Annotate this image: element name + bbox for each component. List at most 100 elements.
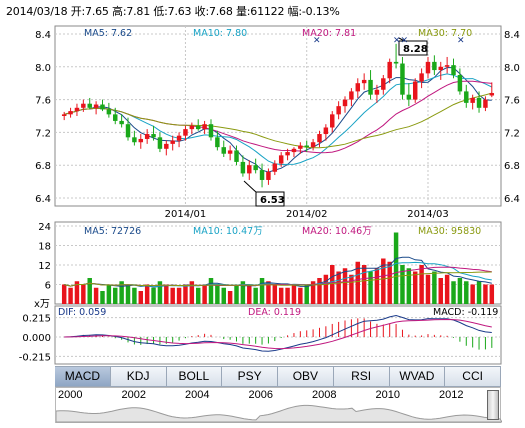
volume-bar — [240, 281, 246, 304]
volume-bar — [310, 281, 316, 304]
volume-bar — [176, 287, 182, 304]
volume-bar — [330, 265, 335, 304]
timeline-scrubber[interactable]: 2000 2002 2004 2006 2008 2010 2012 — [55, 387, 502, 423]
volume-ytick: 12 — [38, 261, 51, 272]
date-label: 2014/02 — [286, 209, 328, 220]
macd-panel-frame — [54, 305, 502, 365]
candle-body — [253, 165, 258, 171]
volume-bar — [285, 287, 290, 304]
volume-bar — [61, 284, 67, 304]
volume-bar — [349, 274, 354, 304]
candle-body — [144, 134, 150, 139]
volume-bar — [144, 284, 150, 304]
timeline-year: 2000 — [58, 389, 83, 401]
volume-bar — [202, 284, 207, 304]
ma-line — [64, 92, 492, 149]
candle-body — [272, 163, 278, 172]
low-value: 7.63 — [167, 5, 192, 18]
vol-ma10-label: MA10: 10.47万 — [193, 226, 263, 237]
volume-bar — [227, 291, 233, 304]
ma5-label: MA5: 7.62 — [84, 28, 132, 39]
candle-body — [138, 138, 144, 143]
close-value: 7.68 — [208, 5, 233, 18]
price-yaxis-left: 8.4 8.0 7.6 7.2 6.8 6.4 — [35, 30, 51, 205]
low-callout-text: 6.53 — [260, 195, 285, 206]
ma10-label: MA10: 7.80 — [193, 28, 247, 39]
volume-bar — [138, 291, 144, 304]
candle-body — [476, 97, 482, 108]
volume-ma-legend: MA5: 72726 MA10: 10.47万 MA20: 10.46万 MA3… — [84, 226, 481, 237]
volume-bar — [425, 274, 431, 304]
tab-rsi[interactable]: RSI — [334, 367, 390, 386]
volume-ytick: 6 — [45, 281, 51, 292]
volume-bar — [374, 268, 380, 304]
candle-body — [176, 135, 182, 141]
volume-yaxis: 24 18 12 6 — [38, 222, 51, 292]
open-value: 7.65 — [85, 5, 109, 18]
stock-chart[interactable]: MA5: 7.62 MA10: 7.80 MA20: 7.81 MA30: 7.… — [0, 0, 525, 366]
candle-body — [317, 134, 322, 143]
volume-bar — [100, 291, 105, 304]
volume-unit: x万 — [34, 299, 50, 310]
macd-line — [64, 314, 492, 352]
tab-macd[interactable]: MACD — [55, 367, 111, 386]
volume-ytick: 18 — [38, 242, 51, 253]
macd-ytick: 0.000 — [22, 333, 51, 344]
indicator-tabs: MACD KDJ BOLL PSY OBV RSI WVAD CCI — [55, 366, 501, 387]
tab-wvad[interactable]: WVAD — [390, 367, 446, 386]
price-ytick-left: 8.0 — [35, 63, 51, 74]
volume-bar — [132, 287, 137, 304]
price-ytick-left: 8.4 — [35, 30, 51, 41]
candle-body — [189, 125, 195, 130]
volume-bar — [195, 287, 201, 304]
timeline-sparkline-path — [56, 404, 502, 423]
candle-body — [438, 66, 443, 71]
candle-body — [234, 150, 239, 162]
volume-bar — [125, 284, 131, 304]
tab-cci[interactable]: CCI — [445, 367, 501, 386]
timeline-year: 2006 — [248, 389, 273, 401]
timeline-slider-handle[interactable] — [487, 390, 499, 420]
date-label: 2014/01 — [165, 209, 207, 220]
high-value: 7.81 — [126, 5, 151, 18]
tab-kdj[interactable]: KDJ — [111, 367, 167, 386]
volume-bar — [298, 287, 303, 304]
price-ytick-left: 7.2 — [35, 128, 51, 139]
candle-body — [400, 63, 405, 95]
candle-body — [330, 114, 335, 128]
price-ytick-right: 8.0 — [504, 63, 520, 74]
timeline-year: 2012 — [439, 389, 464, 401]
cross-icon: ✕✕ — [393, 36, 408, 46]
tab-psy[interactable]: PSY — [222, 367, 278, 386]
candle-body — [208, 124, 214, 138]
volume-bar — [451, 281, 456, 304]
volume-bar — [381, 258, 386, 304]
tab-boll[interactable]: BOLL — [167, 367, 223, 386]
volume-bar — [400, 265, 405, 304]
volume-bar — [483, 284, 488, 304]
volume-bar — [368, 271, 373, 304]
volume-bar — [119, 281, 124, 304]
candle-body — [483, 99, 488, 108]
price-ytick-right: 7.6 — [504, 96, 520, 107]
high-callout: 8.28 — [398, 37, 428, 56]
candle-body — [355, 83, 361, 92]
price-yaxis-right: 8.4 8.0 7.6 7.2 6.8 6.4 — [504, 30, 520, 205]
ma-line — [64, 73, 493, 166]
volume-bar — [387, 261, 392, 304]
volume-bar — [183, 284, 188, 304]
macd-lines — [64, 314, 492, 352]
volume-bars — [61, 232, 495, 304]
volume-bar — [342, 268, 348, 304]
candle-body — [444, 65, 450, 67]
tab-obv[interactable]: OBV — [278, 367, 334, 386]
cross-icon: ✕ — [457, 36, 465, 46]
volume-ma-lines — [64, 256, 492, 288]
volume-ytick: 24 — [38, 222, 51, 233]
candle-body — [425, 61, 431, 74]
volume-bar — [215, 284, 220, 304]
dif-label: DIF: 0.059 — [58, 307, 106, 318]
candle-body — [215, 137, 220, 148]
close-label: 收: — [194, 5, 210, 18]
candle-body — [100, 104, 105, 110]
